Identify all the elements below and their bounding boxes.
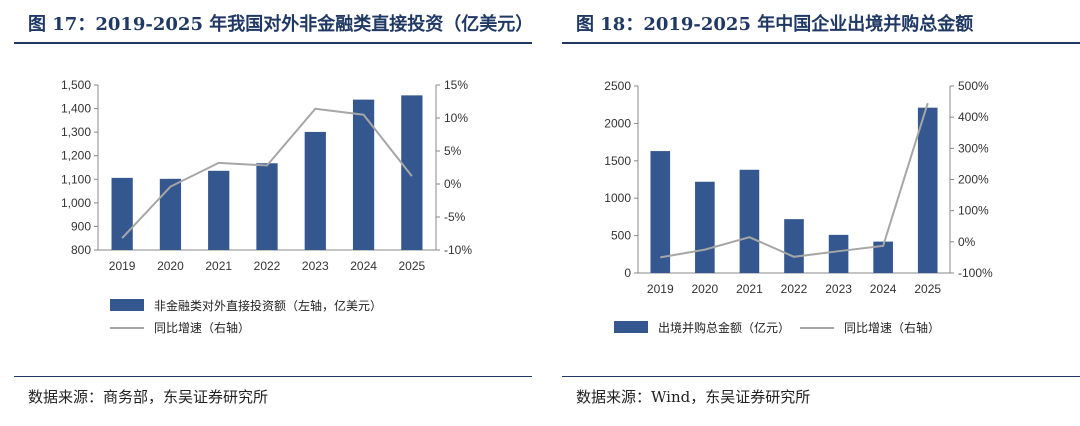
figure-17-panel: 图 17：2019-2025 年我国对外非金融类直接投资（亿美元） 800 900…: [0, 0, 534, 426]
bar: [695, 181, 715, 273]
figure-17-title: 图 17：2019-2025 年我国对外非金融类直接投资（亿美元）: [28, 14, 534, 35]
x-axis-tick-label: 2025: [914, 282, 941, 296]
left-axis-tick-label: 800: [71, 243, 91, 257]
bar: [739, 169, 760, 273]
title-divider: [562, 42, 1080, 44]
bar: [828, 234, 849, 273]
x-axis-tick-label: 2020: [692, 282, 719, 296]
right-axis-tick-label: -5%: [444, 210, 466, 224]
left-axis-tick-label: 1,000: [61, 196, 91, 210]
bar: [784, 219, 804, 273]
legend-line-label: 同比增速（右轴）: [154, 320, 250, 335]
figure-18-panel: 图 18：2019-2025 年中国企业出境并购总金额 0 500 1000 1500…: [548, 0, 1080, 426]
left-axis-tick-label: 1,200: [61, 149, 91, 163]
right-axis-tick-label: 100%: [958, 204, 989, 218]
bar: [208, 170, 230, 250]
source-text: Wind，东吴证券研究所: [651, 388, 811, 406]
fdi-chart: 800 900 1,000 1,100 1,200 1,300 1,400 1,500 -10%…: [61, 78, 472, 335]
right-axis-tick-label: 300%: [958, 141, 989, 155]
left-axis-tick-label: 0: [624, 266, 631, 280]
x-axis-tick-label: 2019: [647, 282, 674, 296]
left-axis-tick-label: 500: [611, 229, 631, 243]
source-label: 数据来源：: [576, 388, 652, 406]
bar: [159, 178, 182, 250]
left-axis-tick-label: 2500: [604, 79, 631, 93]
left-axis-tick-label: 1,100: [61, 172, 91, 186]
left-axis-tick-label: 1,300: [61, 125, 91, 139]
x-axis-tick-label: 2025: [399, 259, 426, 273]
x-axis-tick-label: 2023: [302, 259, 329, 273]
right-axis-tick-label: 0%: [958, 235, 976, 249]
bar: [256, 163, 278, 250]
right-axis-tick-label: 400%: [958, 110, 989, 124]
x-axis-tick-label: 2022: [254, 259, 281, 273]
bar: [304, 131, 326, 250]
right-axis-tick-label: 15%: [444, 78, 468, 92]
left-axis-tick-label: 1,400: [61, 102, 91, 116]
source-label: 数据来源：: [28, 388, 104, 406]
right-axis-tick-label: -100%: [958, 266, 993, 280]
bar: [111, 177, 133, 250]
source-divider: [562, 376, 1080, 377]
bar: [401, 95, 423, 250]
x-axis-tick-label: 2022: [781, 282, 808, 296]
title-divider: [14, 42, 532, 44]
bar: [352, 99, 375, 250]
right-axis-tick-label: 5%: [444, 144, 462, 158]
x-axis-tick-label: 2023: [825, 282, 852, 296]
bar: [650, 151, 671, 273]
ma-chart: 0 500 1000 1500 2000 2500 -100% 0% 100% 200% 300% 4…: [604, 79, 993, 335]
right-axis-tick-label: 200%: [958, 173, 989, 187]
x-axis-tick-label: 2021: [205, 259, 232, 273]
figure-18-source: 数据来源：Wind，东吴证券研究所: [576, 386, 810, 407]
legend-bar-swatch: [110, 299, 144, 311]
right-axis-tick-label: 0%: [444, 177, 462, 191]
x-axis-tick-label: 2021: [736, 282, 763, 296]
left-axis-tick-label: 1,500: [61, 78, 91, 92]
left-axis-tick-label: 900: [71, 219, 91, 233]
figure-18-title: 图 18：2019-2025 年中国企业出境并购总金额: [576, 14, 974, 35]
figure-17-source: 数据来源：商务部，东吴证券研究所: [28, 386, 268, 407]
bar: [917, 107, 938, 273]
left-axis-tick-label: 1000: [604, 191, 631, 205]
right-axis-tick-label: 500%: [958, 79, 989, 93]
legend-bar-label: 出境并购总金额（亿元）: [658, 320, 790, 335]
right-axis-tick-label: 10%: [444, 111, 468, 125]
source-divider: [14, 376, 532, 377]
right-axis-tick-label: -10%: [444, 243, 472, 257]
bar: [873, 241, 893, 273]
source-text: 商务部，东吴证券研究所: [103, 388, 269, 406]
legend-line-label: 同比增速（右轴）: [844, 320, 940, 335]
left-axis-tick-label: 1500: [604, 154, 631, 168]
x-axis-tick-label: 2019: [109, 259, 136, 273]
legend-bar-label: 非金融类对外直接投资额（左轴，亿美元）: [154, 298, 382, 313]
x-axis-tick-label: 2020: [157, 259, 184, 273]
x-axis-tick-label: 2024: [870, 282, 897, 296]
x-axis-tick-label: 2024: [350, 259, 377, 273]
left-axis-tick-label: 2000: [604, 116, 631, 130]
legend-bar-swatch: [614, 321, 648, 333]
